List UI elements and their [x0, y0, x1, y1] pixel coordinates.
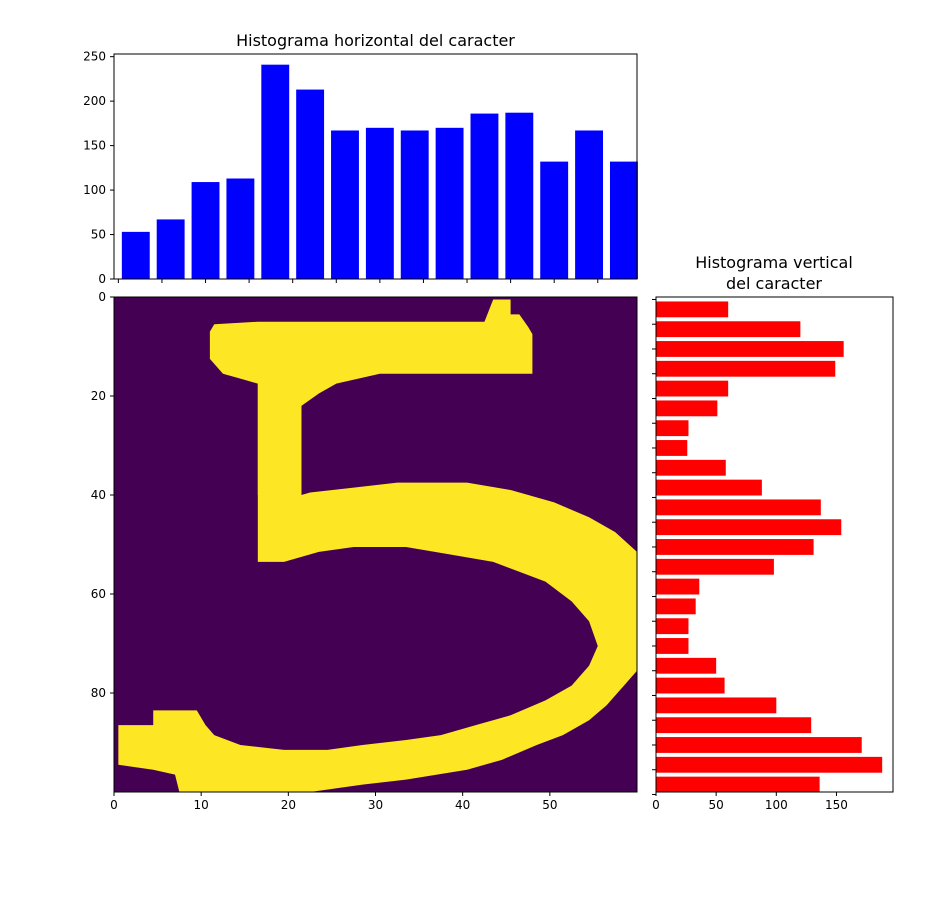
vertical-histogram-bar — [656, 380, 729, 397]
vertical-histogram-bar — [656, 420, 689, 437]
vertical-histogram-bar — [656, 499, 821, 516]
horizontal-histogram-frame — [113, 53, 638, 280]
vertical-histogram-bar — [656, 657, 717, 674]
vertical-histogram-bar — [656, 479, 762, 496]
character-image-x-tick-label: 40 — [455, 798, 470, 812]
vertical-histogram-x-tick-label: 50 — [709, 798, 724, 812]
vertical-histogram-title-line: del caracter — [726, 274, 822, 293]
character-image-axes: 0 10 20 30 40 50 0 20 40 60 80 — [91, 290, 638, 812]
horizontal-histogram-bar — [470, 113, 499, 279]
horizontal-histogram-bar — [400, 130, 429, 279]
vertical-histogram-bar — [656, 400, 718, 417]
horizontal-histogram-bar — [540, 161, 569, 279]
horizontal-histogram-bar — [505, 112, 534, 280]
character-image-x-tick-label: 30 — [368, 798, 383, 812]
character-image-x-tick-label: 20 — [281, 798, 296, 812]
character-image-y-tick-label: 80 — [91, 686, 106, 700]
horizontal-histogram-y-tick-label: 150 — [83, 139, 106, 153]
vertical-histogram-bar — [656, 301, 729, 318]
character-image — [114, 297, 637, 792]
character-image-x-tick-label: 10 — [194, 798, 209, 812]
vertical-histogram-bar — [656, 440, 688, 456]
vertical-histogram-bar — [656, 756, 883, 773]
vertical-histogram-bar — [656, 578, 700, 595]
horizontal-histogram-bar — [365, 127, 394, 279]
horizontal-histogram-bar — [261, 64, 290, 279]
horizontal-histogram-bars — [121, 64, 638, 280]
vertical-histogram-x-tick-label: 100 — [765, 798, 788, 812]
horizontal-histogram-bar — [121, 231, 150, 279]
vertical-histogram-frame — [655, 296, 894, 793]
vertical-histogram-title-line: Histograma vertical — [695, 253, 853, 272]
horizontal-histogram-y-tick-label: 50 — [91, 228, 106, 242]
character-image-panel: 0 10 20 30 40 50 0 20 40 60 80 — [91, 290, 638, 812]
vertical-histogram-bar — [656, 539, 814, 555]
vertical-histogram-bar — [656, 321, 801, 338]
vertical-histogram-bar — [656, 737, 862, 753]
horizontal-histogram-y-tick-label: 100 — [83, 183, 106, 197]
horizontal-histogram-bar — [575, 130, 604, 279]
vertical-histogram-x-tick-label: 150 — [825, 798, 848, 812]
horizontal-histogram-bar — [435, 127, 464, 279]
horizontal-histogram-bar — [296, 89, 325, 279]
horizontal-histogram-y-tick-label: 0 — [98, 272, 106, 286]
vertical-histogram-bar — [656, 697, 777, 714]
vertical-histogram-title: Histograma vertical del caracter — [695, 253, 853, 293]
horizontal-histogram-axes: 0 50 100 150 200 250 — [83, 50, 638, 286]
vertical-histogram-bars — [656, 301, 883, 793]
vertical-histogram-bar — [656, 618, 689, 635]
horizontal-histogram-title: Histograma horizontal del caracter — [236, 31, 515, 50]
character-image-y-tick-label: 0 — [98, 290, 106, 304]
horizontal-histogram-y-tick-label: 200 — [83, 94, 106, 108]
character-image-y-tick-label: 60 — [91, 587, 106, 601]
vertical-histogram-bar — [656, 341, 844, 357]
vertical-histogram-bar — [656, 558, 774, 575]
horizontal-histogram-bar — [191, 182, 220, 279]
vertical-histogram-bar — [656, 519, 842, 536]
digit-body-stroke — [118, 383, 637, 792]
vertical-histogram-bar — [656, 638, 689, 654]
horizontal-histogram-bar — [331, 130, 359, 279]
vertical-histogram-bar — [656, 776, 820, 793]
horizontal-histogram-bar — [609, 161, 638, 279]
vertical-histogram-panel: 0 50 100 150 Histograma vertical del caracte… — [652, 253, 894, 812]
vertical-histogram-bar — [656, 717, 812, 734]
vertical-histogram-bar — [656, 459, 726, 476]
character-image-y-tick-label: 20 — [91, 389, 106, 403]
horizontal-histogram-bar — [226, 178, 255, 279]
vertical-histogram-bar — [656, 598, 696, 615]
horizontal-histogram-y-tick-label: 250 — [83, 50, 106, 64]
vertical-histogram-bar — [656, 360, 836, 377]
vertical-histogram-x-tick-label: 0 — [652, 798, 660, 812]
character-image-x-tick-label: 50 — [542, 798, 557, 812]
character-image-x-tick-label: 0 — [110, 798, 118, 812]
character-image-y-tick-label: 40 — [91, 488, 106, 502]
vertical-histogram-axes: 0 50 100 150 — [652, 296, 894, 812]
vertical-histogram-bar — [656, 677, 725, 694]
horizontal-histogram-bar — [156, 219, 185, 279]
horizontal-histogram-panel: 0 50 100 150 200 250 Histograma horizontal de… — [83, 31, 638, 286]
